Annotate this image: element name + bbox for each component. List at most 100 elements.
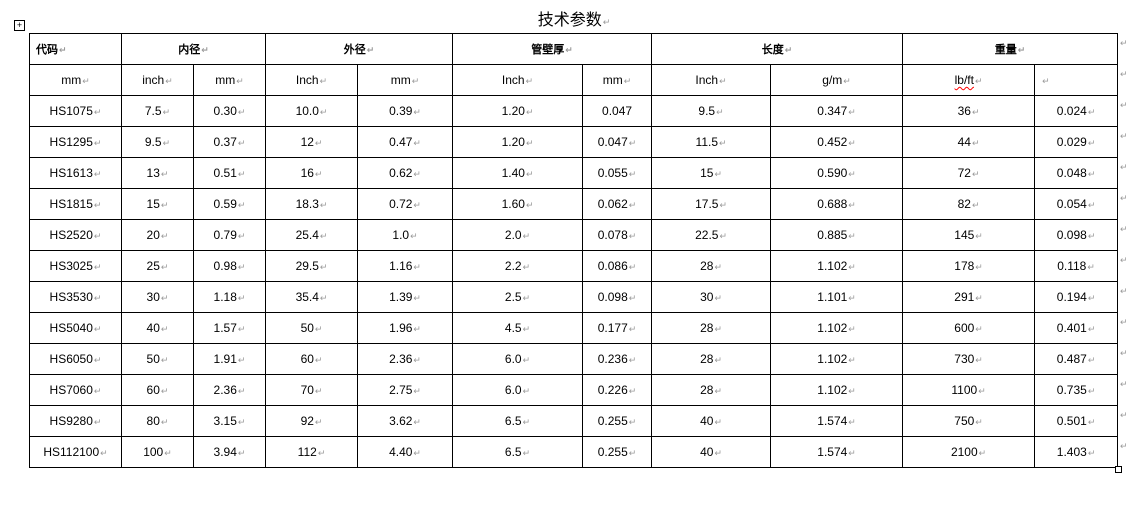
value-cell: 0.024 [1034,95,1119,127]
value-cell: 20 [121,219,194,251]
row-end-mark: ↵ [1120,286,1128,296]
header-outer-diameter: 外径 [265,33,454,65]
value-cell: 13 [121,157,194,189]
value-cell: 0.194 [1034,281,1119,313]
value-cell: 9.5 [651,95,772,127]
unit-label: lb/ft [954,73,974,87]
unit-cell: Inch [651,64,772,96]
value-cell: 0.688 [770,188,904,220]
product-code-cell: HS2520 [29,219,122,251]
value-cell: 0.98 [192,250,267,282]
table-row: HS2520200.7925.41.02.00.07822.50.8851450… [29,219,1119,251]
value-cell: 2100 [902,436,1036,468]
product-code-cell: HS112100 [29,436,122,468]
row-end-mark: ↵ [1120,69,1128,79]
value-cell: 1100 [902,374,1036,406]
value-cell: 30 [651,281,772,313]
value-cell: 0.098 [582,281,653,313]
value-cell: 50 [121,343,194,375]
header-length: 长度 [651,33,904,65]
row-end-mark: ↵ [1120,38,1128,48]
product-code-cell: HS6050 [29,343,122,375]
table-row: HS1121001003.941124.406.50.255401.574210… [29,436,1119,468]
value-cell: 82 [902,188,1036,220]
value-cell: 2.2 [452,250,584,282]
value-cell: 60 [121,374,194,406]
value-cell: 0.59 [192,188,267,220]
value-cell: 0.055 [582,157,653,189]
value-cell: 1.574 [770,405,904,437]
value-cell: 0.885 [770,219,904,251]
value-cell: 145 [902,219,1036,251]
value-cell: 0.255 [582,436,653,468]
value-cell: 0.062 [582,188,653,220]
table-row: HS5040401.57501.964.50.177281.1026000.40… [29,312,1119,344]
product-code-cell: HS3025 [29,250,122,282]
value-cell: 0.236 [582,343,653,375]
product-code-cell: HS7060 [29,374,122,406]
row-end-marks: ↵ ↵ ↵ ↵ ↵ ↵ ↵ ↵ ↵ ↵ ↵ ↵ ↵ ↵ [1120,33,1128,467]
value-cell: 70 [265,374,359,406]
header-wall-thickness: 管壁厚 [452,33,653,65]
unit-cell [1034,64,1119,96]
value-cell: 60 [265,343,359,375]
value-cell: 2.0 [452,219,584,251]
value-cell: 100 [121,436,194,468]
value-cell: 0.054 [1034,188,1119,220]
header-group-row: 代码 内径 外径 管壁厚 长度 重量 [29,33,1119,65]
value-cell: 29.5 [265,250,359,282]
value-cell: 2.36 [192,374,267,406]
header-inner-diameter: 内径 [120,33,267,65]
header-weight: 重量 [902,33,1119,65]
value-cell: 15 [121,188,194,220]
value-cell: 178 [902,250,1036,282]
value-cell: 4.40 [357,436,454,468]
value-cell: 1.60 [452,188,584,220]
table-row: HS7060602.36702.756.00.226281.10211000.7… [29,374,1119,406]
value-cell: 40 [121,312,194,344]
table-row: HS3025250.9829.51.162.20.086281.1021780.… [29,250,1119,282]
value-cell: 112 [265,436,359,468]
value-cell: 11.5 [651,126,772,158]
value-cell: 0.72 [357,188,454,220]
value-cell: 15 [651,157,772,189]
row-end-mark: ↵ [1120,348,1128,358]
value-cell: 6.0 [452,343,584,375]
table-row: HS6050501.91602.366.00.236281.1027300.48… [29,343,1119,375]
value-cell: 3.15 [192,405,267,437]
document-title: 技术参数 [0,6,1148,30]
value-cell: 1.0 [357,219,454,251]
value-cell: 0.487 [1034,343,1119,375]
value-cell: 0.37 [192,126,267,158]
value-cell: 0.590 [770,157,904,189]
value-cell: 6.0 [452,374,584,406]
value-cell: 28 [651,374,772,406]
value-cell: 1.40 [452,157,584,189]
product-code-cell: HS5040 [29,312,122,344]
value-cell: 0.047 [582,126,653,158]
value-cell: 0.79 [192,219,267,251]
value-cell: 1.102 [770,374,904,406]
row-end-mark: ↵ [1120,131,1128,141]
unit-cell: mm [582,64,653,96]
value-cell: 25 [121,250,194,282]
value-cell: 600 [902,312,1036,344]
value-cell: 35.4 [265,281,359,313]
table-resize-handle[interactable] [1115,466,1122,473]
table-row: HS1815150.5918.30.721.600.06217.50.68882… [29,188,1119,220]
value-cell: 1.91 [192,343,267,375]
value-cell: 92 [265,405,359,437]
value-cell: 40 [651,436,772,468]
value-cell: 80 [121,405,194,437]
value-cell: 44 [902,126,1036,158]
value-cell: 3.62 [357,405,454,437]
unit-cell: Inch [265,64,359,96]
table-move-handle-icon[interactable]: + [14,20,25,31]
row-end-mark: ↵ [1120,379,1128,389]
value-cell: 1.20 [452,126,584,158]
value-cell: 50 [265,312,359,344]
value-cell: 1.39 [357,281,454,313]
value-cell: 40 [651,405,772,437]
unit-cell: g/m [770,64,904,96]
value-cell: 16 [265,157,359,189]
